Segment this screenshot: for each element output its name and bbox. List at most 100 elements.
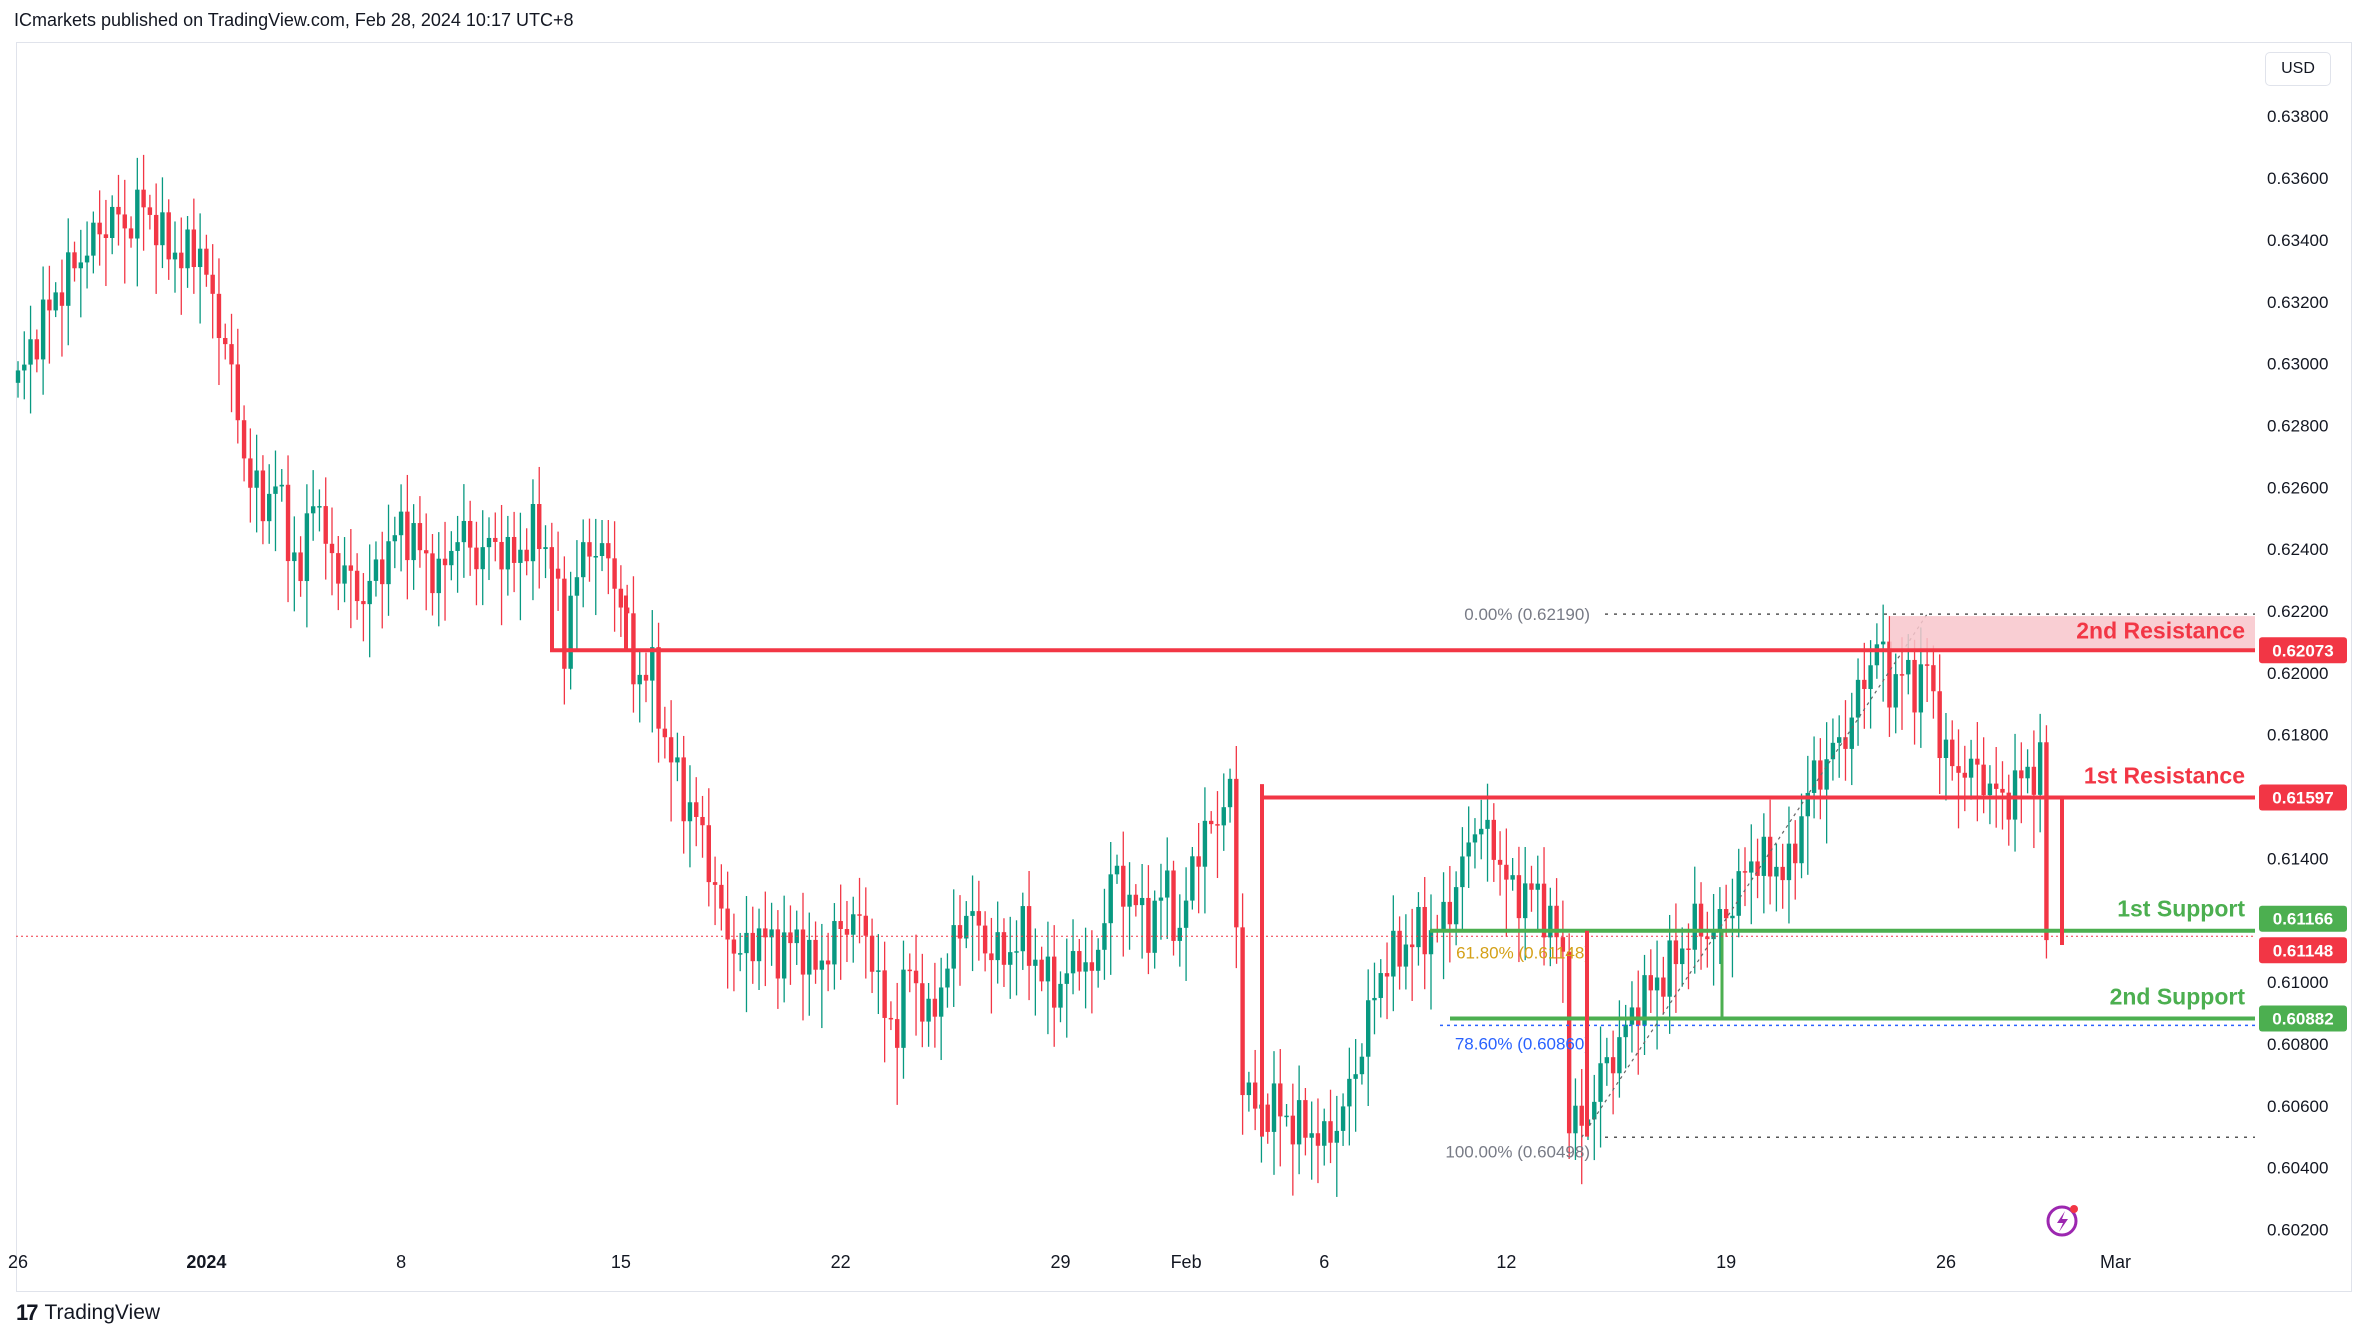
candle-body [1617,1037,1622,1074]
candle [1767,799,1773,905]
candle-body [1466,842,1471,857]
candle-body [1736,871,1741,916]
candle [1761,813,1767,914]
candle-body [1278,1083,1283,1117]
candle-body [66,252,71,306]
candle [1340,1093,1346,1146]
candle [1121,831,1126,957]
candle-body [2019,770,2024,779]
candle-body [964,915,969,939]
candle-body [499,541,504,570]
candle [1246,1071,1252,1112]
candle-body [1548,905,1553,938]
candle [1347,1047,1352,1146]
candle [1780,843,1785,909]
candle [1786,806,1792,924]
y-tick-label: 0.61400 [2267,849,2328,868]
candle-body [235,364,240,421]
candle-body [869,935,875,972]
candle [210,244,215,339]
candle-body [1956,766,1961,773]
candle-body [1108,874,1113,924]
candle [273,450,278,552]
candle-body [461,520,467,543]
candle [964,901,969,949]
candle-body [1686,948,1691,950]
candle-body [34,339,40,360]
candle [537,466,542,589]
candle-body [537,504,542,550]
candle-body [1711,931,1716,940]
candle [1158,863,1164,940]
candle [467,500,473,576]
candle-body [1830,742,1836,760]
candle-body [1422,906,1427,955]
candle-body [581,542,586,578]
candle [1366,969,1371,1106]
candle [1472,818,1478,869]
candle-body [84,255,90,263]
candle [1623,1004,1628,1069]
candle-body [1931,665,1936,692]
candle [744,896,749,1013]
candle [97,190,102,266]
candle-body [160,212,165,246]
candle-body [398,511,404,536]
candle-body [1497,859,1503,865]
candle-body [1353,1074,1358,1079]
candle-body [1209,820,1214,825]
tradingview-logo[interactable]: 17 TradingView [16,1300,160,1326]
candle-body [1554,905,1559,938]
last-price-badge-text: 0.61148 [2273,941,2334,960]
candle [769,902,774,966]
candle-body [373,559,379,581]
y-tick-label: 0.62200 [2267,602,2328,621]
candle-body [1906,659,1911,675]
candle [1987,765,1993,825]
candle [1397,916,1402,990]
candle [1579,1069,1584,1185]
candle [254,434,259,533]
candle [248,428,253,523]
candle [1837,715,1842,778]
candle-body [1397,930,1402,967]
candle [618,565,624,637]
lightning-icon[interactable] [2046,1205,2078,1237]
candle [373,541,379,597]
candle [1899,637,1905,730]
price-badge-text: 0.62073 [2272,641,2333,660]
candle-body [1472,834,1478,843]
chart-frame[interactable] [16,42,2352,1292]
candle [442,521,448,621]
candle [147,194,153,230]
candle [1447,865,1453,963]
candle-body [838,921,843,930]
currency-selector[interactable]: USD [2265,52,2331,86]
candle [1711,893,1716,986]
candle-body [775,929,781,979]
candle-body [1070,951,1076,974]
candle [216,258,222,386]
candle-body [593,556,598,558]
candle-body [1654,977,1660,991]
candle [398,484,404,572]
candle-body [1240,927,1245,1096]
candle [1001,918,1007,987]
candle-body [1780,866,1785,881]
candle [1830,718,1836,781]
candle-body [1190,856,1195,901]
candle-body [442,558,448,566]
candle [945,953,950,1008]
candle-body [493,537,498,542]
candle [141,154,146,251]
candle [223,323,228,360]
candle [1566,933,1572,1160]
candle-body [1284,1115,1289,1118]
candle-body [273,486,278,494]
candle [844,900,850,963]
candle-body [1541,883,1547,938]
candle [128,216,134,248]
candle [348,529,354,629]
candle [593,518,598,616]
